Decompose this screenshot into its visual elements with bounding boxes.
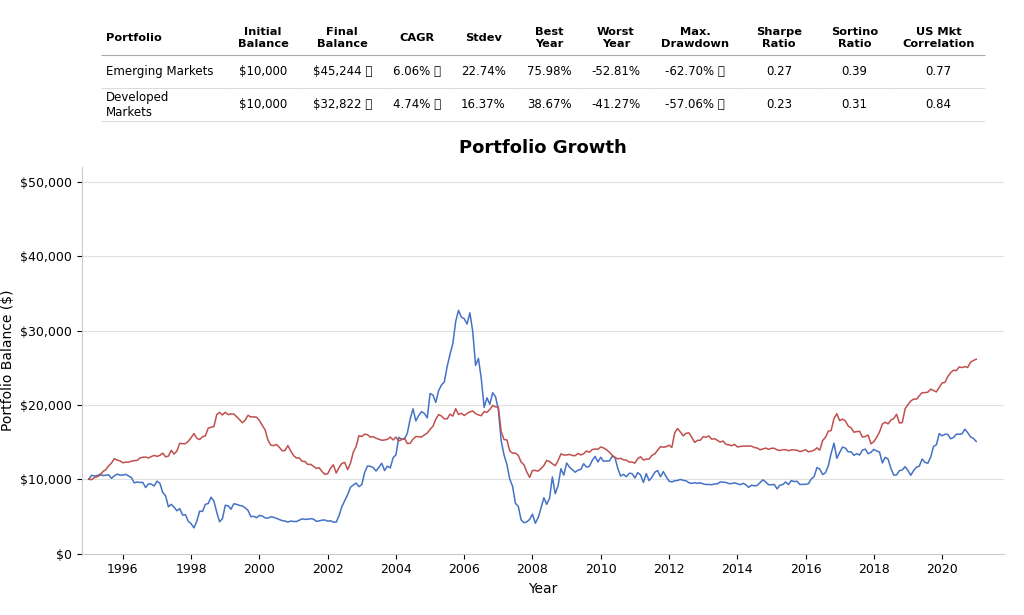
Developed Markets — [85, 476, 97, 483]
Developed Markets — [111, 456, 123, 464]
Emerging Markets — [785, 477, 798, 484]
Emerging Markets — [83, 475, 95, 483]
Emerging Markets — [187, 524, 200, 531]
Emerging Markets — [367, 464, 379, 471]
Developed Markets — [970, 355, 982, 363]
Developed Markets — [782, 447, 795, 454]
Line: Emerging Markets: Emerging Markets — [89, 311, 976, 528]
Emerging Markets — [109, 472, 121, 480]
Developed Markets — [910, 395, 923, 403]
Developed Markets — [325, 464, 337, 472]
Emerging Markets — [970, 438, 982, 445]
Emerging Markets — [913, 462, 926, 470]
Emerging Markets — [453, 307, 465, 314]
Emerging Markets — [325, 517, 337, 525]
X-axis label: Year: Year — [528, 582, 557, 596]
Developed Markets — [83, 475, 95, 483]
Y-axis label: Portfolio Balance ($): Portfolio Balance ($) — [1, 290, 14, 431]
Developed Markets — [709, 435, 721, 442]
Developed Markets — [367, 433, 379, 440]
Title: Portfolio Growth: Portfolio Growth — [459, 139, 627, 157]
Emerging Markets — [712, 480, 724, 488]
Line: Developed Markets: Developed Markets — [89, 359, 976, 480]
